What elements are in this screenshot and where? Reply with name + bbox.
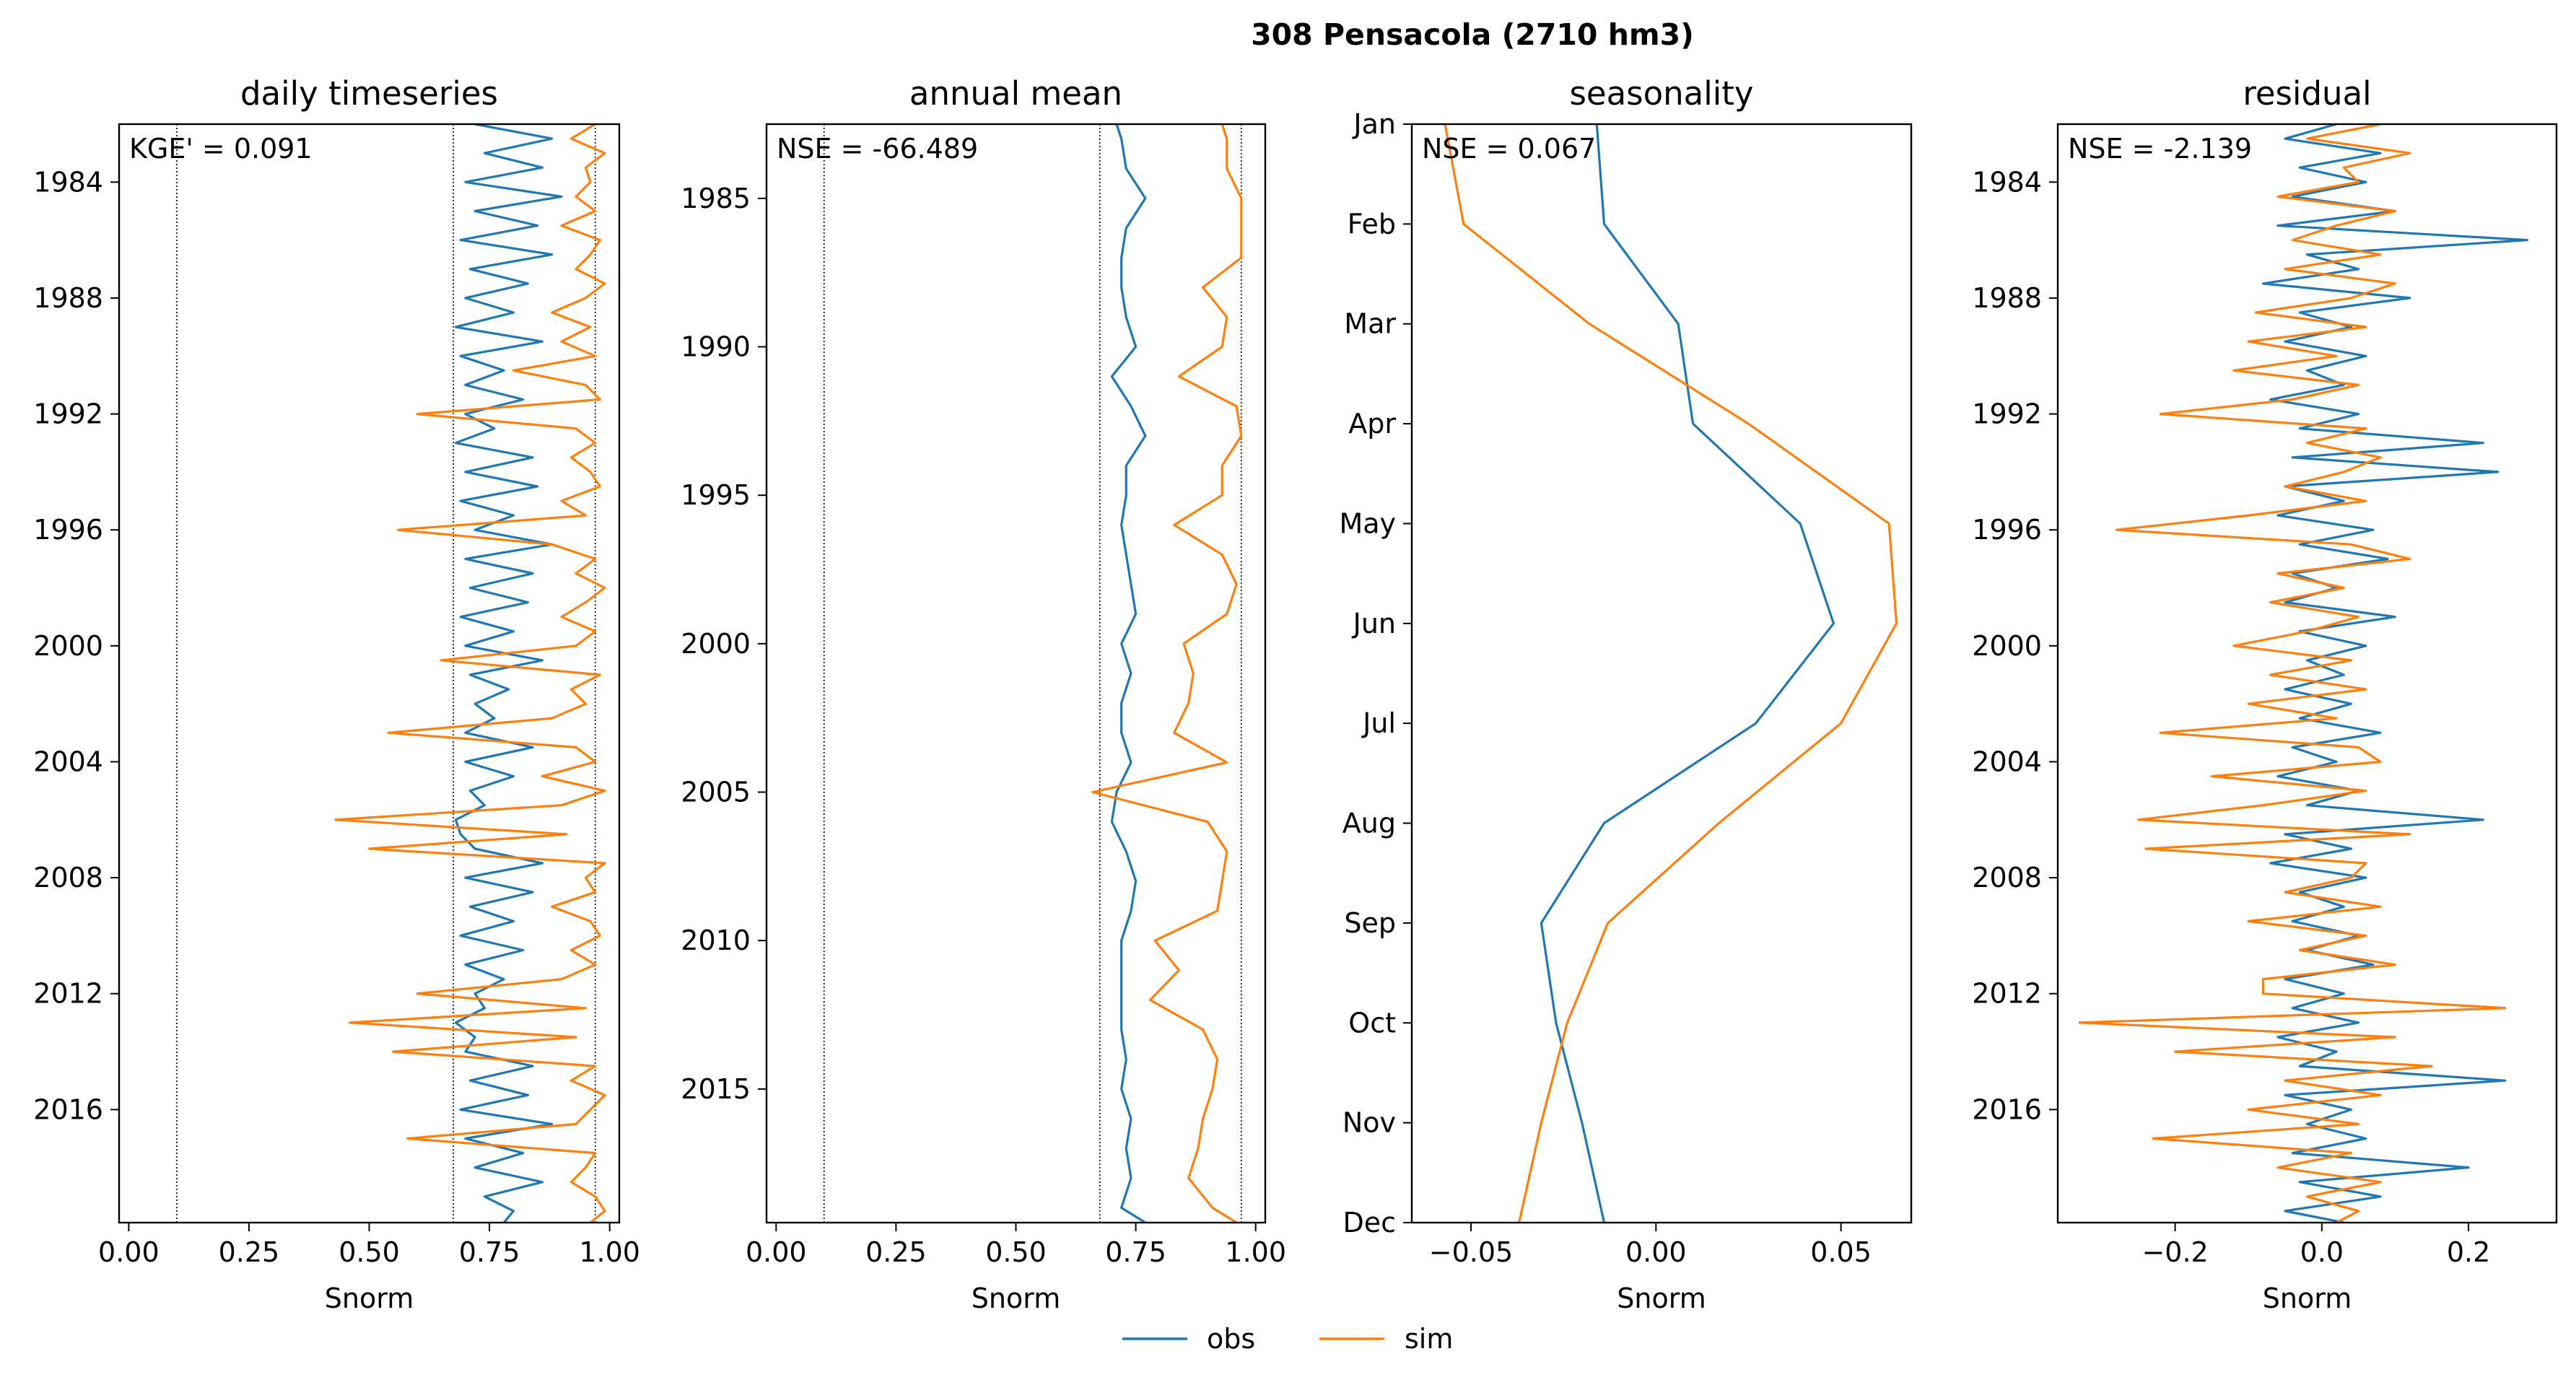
annual-mean-x-tick-label: 0.50 [985, 1236, 1047, 1268]
residual-axes-frame [2056, 123, 2558, 1224]
seasonality-y-tick-label: Apr [1348, 408, 1396, 440]
residual-title: residual [2243, 74, 2371, 113]
residual-series-group [2078, 124, 2528, 1223]
daily-timeseries-y-tick-label: 1984 [33, 166, 103, 198]
residual-y-tick-label: 2000 [1972, 630, 2042, 662]
daily-timeseries-y-tick-label: 2008 [33, 862, 103, 894]
daily-timeseries-x-tick-label: 1.00 [579, 1236, 640, 1268]
seasonality-series-group [1444, 124, 1898, 1223]
figure-title: 308 Pensacola (2710 hm3) [1251, 17, 1694, 52]
seasonality-y-tick-label: Jun [1352, 608, 1396, 639]
legend-obs-label: obs [1207, 1323, 1255, 1355]
residual-y-tick-label: 1992 [1972, 398, 2042, 430]
daily-timeseries-x-tick-label: 0.50 [339, 1236, 400, 1268]
daily-timeseries-y-tick-label: 1988 [33, 282, 103, 314]
seasonality-xlabel: Snorm [1617, 1283, 1706, 1314]
daily-timeseries-series-group [334, 124, 606, 1223]
seasonality-title: seasonality [1569, 74, 1753, 113]
residual-xlabel: Snorm [2263, 1283, 2352, 1314]
daily-timeseries-series-obs [454, 124, 563, 1223]
seasonality-y-tick-label: Nov [1342, 1107, 1396, 1139]
residual-y-tick-label: 2012 [1972, 978, 2042, 1010]
daily-timeseries-x-tick-label: 0.75 [459, 1236, 520, 1268]
residual-x-tick-label: 0.2 [2447, 1236, 2490, 1268]
panel-residual: −0.2 0.0 0.2 1984 1988 1992 1996 2000 2004 2008 20… [1972, 74, 2558, 1314]
panel-daily-timeseries: 0.00 0.25 0.50 0.75 1.00 1984 1988 1992 1996 2000… [33, 74, 640, 1314]
annual-mean-xlabel: Snorm [972, 1283, 1060, 1314]
seasonality-y-tick-label: Oct [1348, 1007, 1396, 1039]
annual-mean-title: annual mean [909, 74, 1122, 113]
seasonality-y-tick-label: Jan [1352, 108, 1396, 140]
seasonality-y-tick-label: Dec [1342, 1207, 1396, 1238]
seasonality-y-tick-label: Sep [1344, 907, 1396, 939]
panel-seasonality: −0.05 0.00 0.05 Jan Feb Mar Apr May Jun Jul Aug Sep… [1339, 74, 1913, 1314]
daily-timeseries-metric: KGE' = 0.091 [129, 133, 313, 165]
seasonality-series-sim [1444, 124, 1898, 1223]
annual-mean-y-tick-label: 2010 [681, 925, 751, 956]
annual-mean-y-tick-label: 1985 [681, 183, 751, 214]
annual-mean-series-sim [1091, 124, 1243, 1223]
annual-mean-y-tick-label: 1995 [681, 479, 751, 511]
residual-metric: NSE = -2.139 [2068, 133, 2252, 165]
annual-mean-y-tick-label: 1990 [681, 331, 751, 363]
residual-y-tick-label: 2004 [1972, 746, 2042, 777]
residual-series-obs [2261, 124, 2528, 1223]
seasonality-y-tick-label: Mar [1344, 308, 1396, 340]
annual-mean-y-tick-label: 2000 [681, 628, 751, 660]
residual-y-tick-label: 2008 [1972, 862, 2042, 894]
panel-annual-mean: 0.00 0.25 0.50 0.75 1.00 1985 1990 1995 2000 2005… [681, 74, 1286, 1314]
daily-timeseries-x-tick-label: 0.00 [98, 1236, 160, 1268]
daily-timeseries-series-sim [334, 124, 606, 1223]
annual-mean-y-tick-label: 2015 [681, 1073, 751, 1105]
daily-timeseries-xlabel: Snorm [325, 1283, 414, 1314]
residual-y-tick-label: 1996 [1972, 514, 2042, 546]
daily-timeseries-y-tick-label: 2012 [33, 978, 103, 1010]
residual-series-sim [2078, 124, 2507, 1223]
legend-sim-label: sim [1405, 1323, 1453, 1355]
legend: obs sim [1122, 1323, 1453, 1355]
annual-mean-x-tick-label: 0.75 [1105, 1236, 1166, 1268]
residual-y-tick-label: 1984 [1972, 166, 2042, 198]
residual-y-tick-label: 2016 [1972, 1093, 2042, 1125]
daily-timeseries-y-tick-label: 2016 [33, 1093, 103, 1125]
annual-mean-x-tick-label: 0.00 [746, 1236, 807, 1268]
daily-timeseries-title: daily timeseries [240, 74, 498, 113]
seasonality-x-tick-label: 0.00 [1625, 1236, 1687, 1268]
seasonality-y-tick-label: Aug [1342, 808, 1396, 839]
seasonality-metric: NSE = 0.067 [1422, 133, 1596, 165]
daily-timeseries-y-tick-label: 2004 [33, 746, 103, 777]
seasonality-x-tick-label: −0.05 [1429, 1236, 1513, 1268]
annual-mean-x-tick-label: 1.00 [1225, 1236, 1286, 1268]
annual-mean-x-tick-label: 0.25 [865, 1236, 927, 1268]
daily-timeseries-y-tick-label: 1996 [33, 514, 103, 546]
annual-mean-series-obs [1110, 124, 1147, 1223]
annual-mean-series-group [1091, 124, 1243, 1223]
daily-timeseries-y-tick-label: 1992 [33, 398, 103, 430]
seasonality-y-tick-label: Jul [1361, 707, 1396, 739]
annual-mean-metric: NSE = -66.489 [777, 133, 978, 165]
daily-timeseries-x-tick-label: 0.25 [219, 1236, 280, 1268]
residual-y-tick-label: 1988 [1972, 282, 2042, 314]
seasonality-y-tick-label: Feb [1348, 208, 1396, 240]
seasonality-axes-frame [1410, 123, 1913, 1224]
seasonality-series-obs [1540, 124, 1835, 1223]
residual-x-tick-label: 0.0 [2300, 1236, 2344, 1268]
daily-timeseries-y-tick-label: 2000 [33, 630, 103, 662]
seasonality-y-tick-label: May [1339, 507, 1396, 539]
seasonality-x-tick-label: 0.05 [1810, 1236, 1872, 1268]
residual-x-tick-label: −0.2 [2141, 1236, 2208, 1268]
annual-mean-y-tick-label: 2005 [681, 777, 751, 808]
